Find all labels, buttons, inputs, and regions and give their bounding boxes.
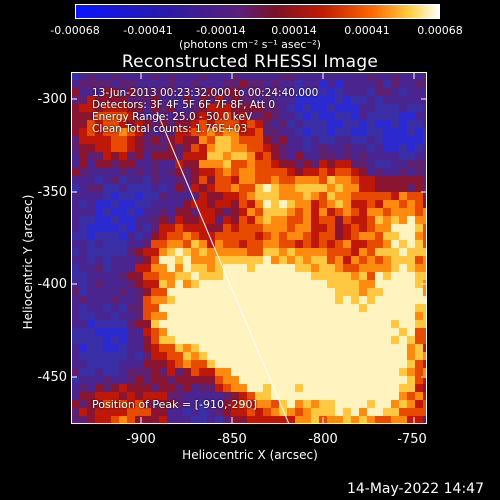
- x-tick-label: -850: [217, 432, 247, 447]
- colorbar: [75, 4, 440, 19]
- y-tick-label: -450: [37, 370, 67, 385]
- colorbar-tick: -0.00041: [123, 24, 173, 37]
- plot-frame: [71, 72, 427, 424]
- x-axis-label: Heliocentric X (arcsec): [182, 448, 318, 462]
- axis-ticks: [71, 72, 427, 424]
- time-range-text: 13-Jun-2013 00:23:32.000 to 00:24:40.000: [92, 87, 319, 99]
- y-axis-label: Heliocentric Y (arcsec): [21, 194, 35, 330]
- energy-range-text: Energy Range: 25.0 - 50.0 keV: [92, 111, 253, 123]
- y-tick-label: -400: [37, 277, 67, 292]
- colorbar-tick: 0.00068: [417, 24, 463, 37]
- colorbar-tick: 0.00041: [344, 24, 390, 37]
- x-tick-label: -900: [126, 432, 156, 447]
- peak-position-text: Position of Peak = [-910,-290]: [92, 398, 257, 411]
- clean-counts-text: Clean Total counts: 1.76E+03: [92, 123, 248, 135]
- heatmap-cells: [71, 72, 427, 424]
- rhessi-image: [71, 72, 427, 424]
- image-title: Reconstructed RHESSI Image: [121, 52, 379, 72]
- y-tick-label: -300: [37, 92, 67, 107]
- detectors-text: Detectors: 3F 4F 5F 6F 7F 8F, Att 0: [92, 99, 276, 111]
- y-tick-label: -350: [37, 185, 67, 200]
- colorbar-tick: -0.00068: [50, 24, 100, 37]
- x-tick-label: -800: [308, 432, 338, 447]
- x-tick-label: -750: [397, 432, 427, 447]
- colorbar-tick: 0.00014: [271, 24, 317, 37]
- colorbar-tick: -0.00014: [196, 24, 246, 37]
- colorbar-units: (photons cm⁻² s⁻¹ asec⁻²): [179, 38, 321, 51]
- limb-line: [156, 111, 290, 424]
- footer-timestamp: 14-May-2022 14:47: [346, 481, 484, 497]
